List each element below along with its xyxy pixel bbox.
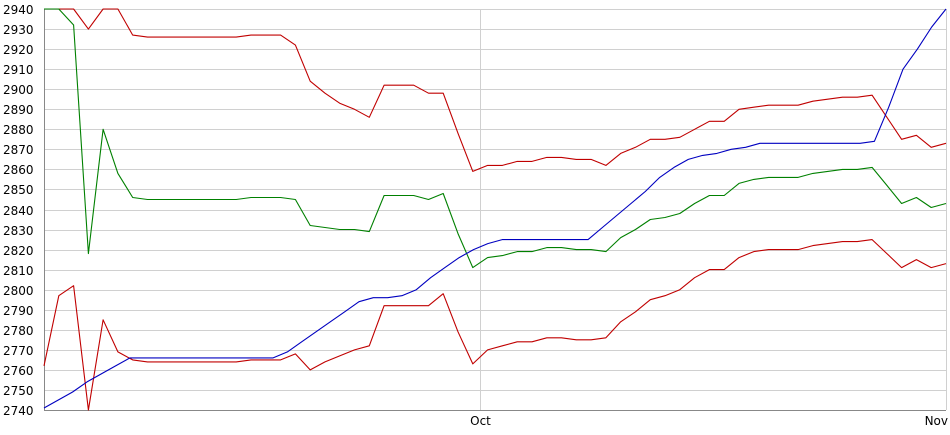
grid-lines	[44, 9, 947, 411]
y-tick-label: 2800	[3, 284, 34, 298]
series-line-3	[43, 239, 947, 411]
x-tick-labels: Oct Nov	[470, 414, 948, 428]
y-tick-label: 2930	[3, 23, 34, 37]
y-tick-label: 2860	[3, 163, 34, 177]
y-tick-label: 2810	[3, 264, 34, 278]
x-tick-label: Nov	[925, 414, 948, 428]
y-tick-label: 2770	[3, 344, 34, 358]
series-line-2	[44, 8, 947, 269]
y-tick-label: 2900	[3, 83, 34, 97]
y-tick-label: 2820	[3, 244, 34, 258]
y-tick-label: 2780	[3, 324, 34, 338]
y-tick-label: 2870	[3, 143, 34, 157]
axes	[44, 9, 946, 411]
y-tick-label: 2940	[3, 3, 34, 17]
y-tick-label: 2920	[3, 43, 34, 57]
series-line-4	[43, 8, 947, 409]
y-tick-labels: 2740 2750 2760 2770 2780 2790 2800 2810 2820 2830…	[3, 3, 34, 418]
y-tick-label: 2890	[3, 103, 34, 117]
y-tick-label: 2790	[3, 304, 34, 318]
x-tick-label: Oct	[470, 414, 491, 428]
y-tick-label: 2740	[3, 404, 34, 418]
y-tick-label: 2760	[3, 364, 34, 378]
y-tick-label: 2880	[3, 123, 34, 137]
y-tick-label: 2840	[3, 204, 34, 218]
y-tick-label: 2750	[3, 384, 34, 398]
y-tick-label: 2830	[3, 224, 34, 238]
series-line-1	[44, 8, 947, 172]
y-tick-label: 2850	[3, 183, 34, 197]
y-tick-label: 2910	[3, 63, 34, 77]
series-lines	[43, 8, 947, 411]
